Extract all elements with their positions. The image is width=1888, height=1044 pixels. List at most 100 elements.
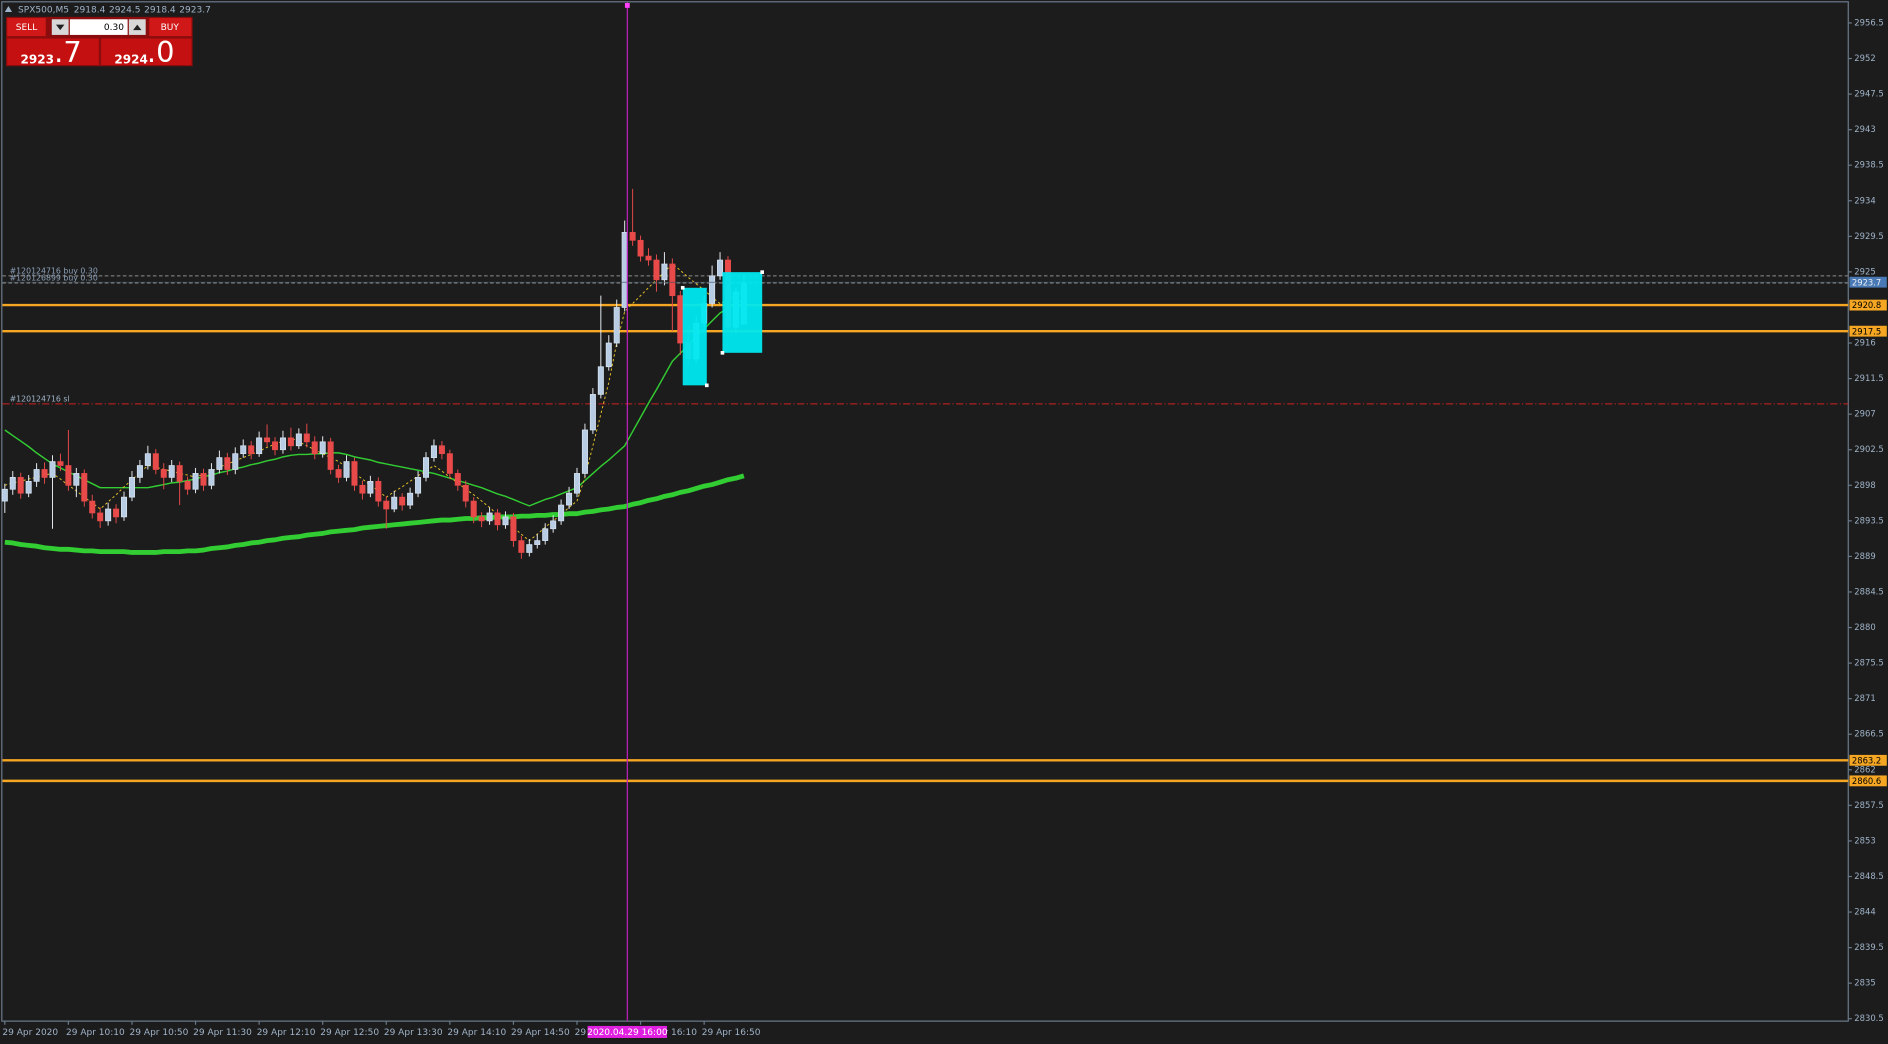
- candle-body: [200, 473, 207, 486]
- candle-body: [57, 461, 64, 466]
- level-tag-label: 2920.8: [1852, 300, 1881, 310]
- candle-body: [534, 540, 541, 545]
- ask-main: 2924: [114, 53, 147, 67]
- x-tick-label: 29 Apr 16:50: [702, 1028, 761, 1038]
- candle-body: [430, 445, 437, 458]
- open: 2918.4: [74, 5, 106, 15]
- candle-body: [232, 453, 239, 470]
- candle-body: [113, 508, 120, 518]
- candle-body: [645, 255, 652, 261]
- y-tick-label: 2835: [1854, 978, 1875, 988]
- overlay-layer: [624, 2, 764, 1022]
- level-tag: [1849, 325, 1887, 337]
- crosshair-time-box: [587, 1025, 668, 1038]
- candle-body: [319, 441, 326, 455]
- candle-body: [256, 437, 263, 455]
- candle-body: [81, 473, 88, 502]
- rectangle-drawing[interactable]: [682, 287, 707, 386]
- candle-body: [33, 469, 40, 482]
- y-tick-label: 2956.5: [1854, 17, 1883, 27]
- buy-button[interactable]: [149, 18, 192, 37]
- candle-body: [605, 342, 612, 368]
- candle-body: [303, 433, 310, 443]
- candle-body: [128, 477, 135, 498]
- candle-body: [462, 484, 469, 502]
- order-label: #120126899 buy 0.30: [10, 274, 98, 283]
- y-tick-label: 2947.5: [1854, 89, 1883, 99]
- drawing-handle: [680, 285, 685, 290]
- candle-body: [454, 473, 461, 486]
- candle-body: [518, 540, 525, 553]
- candle-body: [581, 429, 588, 474]
- y-tick-label: 2952: [1854, 53, 1875, 63]
- rectangle-drawing[interactable]: [722, 272, 763, 353]
- level-tag: [1849, 299, 1887, 311]
- lot-input[interactable]: [69, 19, 128, 35]
- candle-body: [661, 263, 668, 281]
- candle-body: [272, 441, 279, 451]
- candle-body: [637, 239, 644, 257]
- candle-body: [311, 441, 318, 455]
- x-tick-label: 29 Apr 14:10: [447, 1028, 506, 1038]
- y-tick-label: 2848.5: [1854, 871, 1883, 881]
- candle-body: [422, 457, 430, 478]
- close: 2923.7: [179, 5, 211, 15]
- level-tag: [1849, 775, 1887, 787]
- x-tick-label: 29 Apr 12:50: [320, 1028, 379, 1038]
- y-tick-label: 2875.5: [1854, 658, 1883, 668]
- candle-body: [621, 232, 628, 308]
- candle-body: [264, 437, 271, 443]
- y-tick-label: 2943: [1854, 124, 1875, 134]
- high: 2924.5: [109, 5, 141, 15]
- y-tick-label: 2830.5: [1854, 1013, 1883, 1023]
- candle-body: [391, 496, 398, 510]
- y-tick-label: 2862: [1854, 764, 1875, 774]
- candle-body: [25, 480, 32, 494]
- candle-body: [653, 259, 660, 281]
- candle-body: [240, 445, 247, 455]
- candle-body: [97, 512, 104, 522]
- sell-button[interactable]: [7, 18, 46, 37]
- candle-body: [446, 453, 453, 474]
- drawing-handle: [720, 351, 725, 355]
- candle-body: [208, 469, 215, 486]
- candle-body: [383, 500, 390, 510]
- moving-average: [4, 263, 745, 542]
- y-tick-label: 2925: [1854, 266, 1875, 276]
- y-tick-label: 2911.5: [1854, 373, 1883, 383]
- candle-body: [73, 473, 80, 486]
- candle-body: [589, 394, 596, 431]
- candle-body: [550, 520, 557, 530]
- y-tick-label: 2871: [1854, 693, 1875, 703]
- one-click-trading: SELL 0.30 BUY 2923 .7 2924 .0: [6, 16, 193, 69]
- candle-body: [49, 461, 56, 478]
- sell-price-box[interactable]: [7, 38, 99, 66]
- candle-body: [415, 477, 422, 494]
- candle-body: [144, 453, 151, 466]
- level-tag-label: 2863.2: [1852, 755, 1881, 765]
- drawing-handle: [760, 270, 764, 274]
- collapse-icon[interactable]: [4, 6, 13, 13]
- price-tag-label: 2923.7: [1852, 277, 1881, 287]
- symbol-info: SPX500,M5 2918.4 2924.5 2918.4 2923.7: [18, 5, 211, 15]
- candle-body: [502, 516, 509, 526]
- candle-body: [510, 516, 517, 541]
- drawing-handle: [704, 383, 709, 388]
- candle-body: [629, 232, 636, 241]
- candle-body: [526, 544, 533, 553]
- y-tick-label: 2866.5: [1854, 729, 1883, 739]
- y-tick-label: 2902.5: [1854, 444, 1883, 454]
- candle-body: [351, 461, 358, 486]
- plot-layer: 29 Apr 2020 29 Apr 10:10 29 Apr 10:50 29 Ap…: [1, 188, 1849, 1038]
- candle-body: [470, 500, 477, 518]
- buy-price-box[interactable]: [101, 38, 192, 66]
- candle-body: [399, 496, 406, 506]
- candle-body: [367, 480, 374, 494]
- x-tick-label: 29 Apr 13:30: [384, 1028, 443, 1038]
- order-label: #120124716 buy 0.30: [10, 267, 98, 276]
- candle-body: [717, 259, 724, 277]
- y-tick-label: 2916: [1854, 338, 1875, 348]
- moving-average: [4, 473, 745, 555]
- candle-body: [438, 445, 445, 455]
